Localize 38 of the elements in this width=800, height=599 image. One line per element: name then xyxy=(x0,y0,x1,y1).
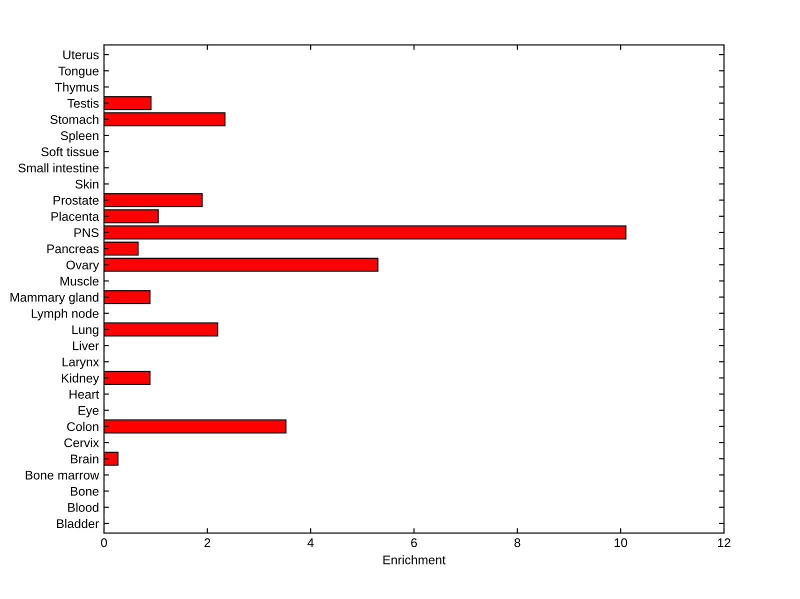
y-tick-label: Thymus xyxy=(54,82,99,94)
x-axis-title: Enrichment xyxy=(383,555,446,564)
y-tick-label: Blood xyxy=(68,502,98,512)
x-tick-label: 2 xyxy=(204,538,210,548)
y-tick-label: Lung xyxy=(72,325,98,337)
x-tick-label: 8 xyxy=(514,538,520,548)
x-tick-label: 10 xyxy=(614,538,628,548)
y-tick-label: Small intestine xyxy=(18,163,99,172)
y-tick-label: Larynx xyxy=(62,358,100,369)
y-tick-label: Mammary gland xyxy=(10,292,98,304)
y-tick-label: Spleen xyxy=(60,130,98,143)
x-tick-label: 4 xyxy=(307,538,314,548)
y-tick-label: Muscle xyxy=(60,276,99,286)
x-tick-label: 0 xyxy=(101,538,107,548)
y-tick-label: Cervix xyxy=(64,438,100,448)
y-tick-label: Liver xyxy=(73,341,99,350)
y-tick-label: Kidney xyxy=(62,373,100,386)
y-tick-label: Testis xyxy=(67,98,99,108)
y-tick-label: Brain xyxy=(70,454,98,464)
y-tick-label: Bone xyxy=(70,487,99,496)
y-tick-label: Soft tissue xyxy=(41,147,99,156)
y-tick-label: Uterus xyxy=(63,50,99,60)
y-tick-label: Pancreas xyxy=(47,244,99,254)
y-tick-label: Prostate xyxy=(54,196,99,205)
y-tick-label: Bone marrow xyxy=(26,470,100,480)
y-tick-label: Tongue xyxy=(58,66,99,78)
y-tick-label: Bladder xyxy=(57,518,99,528)
y-tick-label: Heart xyxy=(70,390,100,399)
x-tick-label: 6 xyxy=(411,538,417,548)
y-tick-label: PNS xyxy=(74,228,99,238)
y-tick-label: Skin xyxy=(75,179,98,189)
y-tick-label: Lymph node xyxy=(32,308,99,320)
y-tick-label: Placenta xyxy=(52,212,100,221)
y-tick-label: Stomach xyxy=(50,114,98,124)
y-tick-label: Ovary xyxy=(66,260,100,272)
y-tick-label: Colon xyxy=(67,422,98,432)
y-tick-label: Eye xyxy=(78,406,99,418)
x-tick-label: 12 xyxy=(718,538,730,548)
